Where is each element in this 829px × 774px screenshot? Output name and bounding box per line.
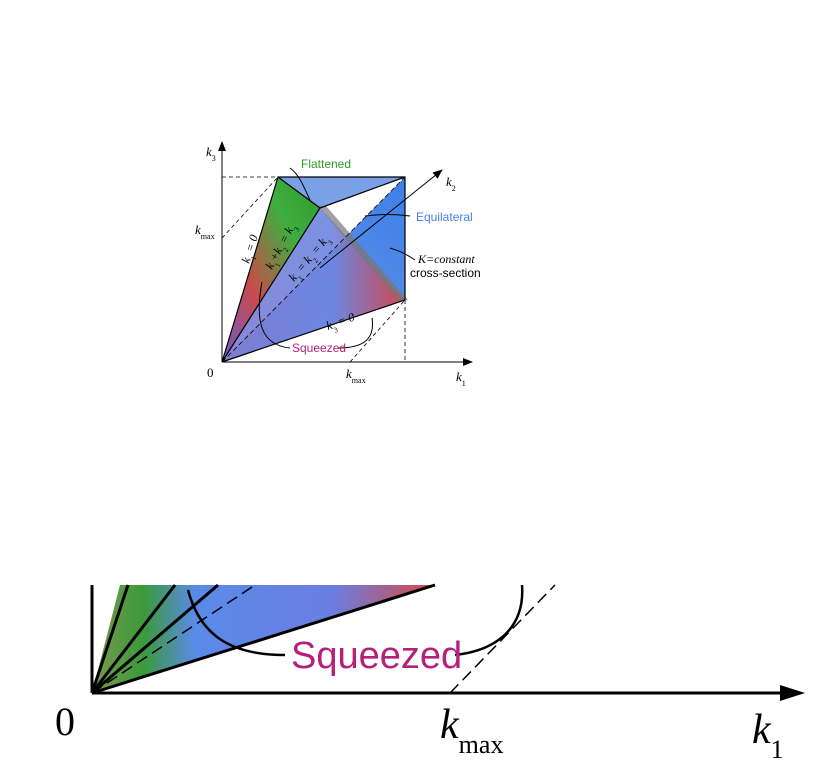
cross-section-label: cross-section [410, 266, 481, 280]
k1-label: k1 [456, 369, 466, 388]
face-flattened [222, 177, 320, 362]
pointer [364, 214, 411, 217]
subscript: 1 [272, 261, 282, 269]
top-diagram: k3 k2 k1 kmax kmax 0 Flattened Equilater… [195, 141, 481, 388]
subscript: 1 [462, 379, 466, 388]
subscript: max [201, 232, 215, 241]
kmax-label: kmax [440, 702, 503, 759]
edge [277, 176, 321, 209]
text: = 0 [333, 310, 357, 330]
subscript: 2 [452, 184, 456, 193]
edge [319, 176, 406, 209]
edge [221, 207, 321, 363]
kmax-label: kmax [195, 222, 215, 241]
pointer [389, 247, 416, 261]
text: k [440, 702, 460, 748]
subscript: 3 [291, 225, 301, 233]
k3-label: k3 [206, 144, 216, 163]
subscript: max [352, 376, 366, 385]
equilateral-label: Equilateral [416, 210, 473, 224]
subscript: 3 [325, 238, 334, 247]
squeezed-label: Squeezed [291, 635, 462, 677]
edge [90, 584, 177, 694]
text: k [324, 318, 334, 333]
pointer [258, 281, 291, 349]
subscript: 1 [248, 254, 258, 261]
origin-label: 0 [207, 365, 214, 380]
pointer [454, 584, 524, 657]
text: k [346, 366, 352, 381]
zoom-diagram: 0 kmax k1 Squeezed [55, 583, 805, 764]
origin-label: 0 [55, 699, 75, 744]
subscript: 2 [310, 256, 319, 265]
k-constant-label: K=constant [417, 252, 475, 266]
edge [91, 583, 436, 695]
guide [449, 584, 556, 694]
squeezed-label: Squeezed [292, 341, 346, 355]
face-label: k1 = 0 [239, 233, 265, 266]
text: k [262, 260, 277, 272]
arrowhead [780, 685, 805, 701]
subscript: 1 [771, 735, 784, 764]
text: k [239, 255, 254, 265]
diagonal [91, 584, 256, 694]
subscript: 3 [332, 324, 339, 334]
text: k [456, 369, 462, 384]
text: k [206, 144, 212, 159]
text: = 0 [241, 233, 261, 256]
k1-label: k1 [752, 707, 784, 764]
subscript: 2 [280, 245, 290, 253]
pointer [337, 317, 374, 349]
edge [91, 583, 219, 695]
text: k [446, 174, 452, 189]
kmax-label: kmax [346, 366, 366, 385]
edge [90, 584, 130, 694]
k2-label: k2 [446, 174, 456, 193]
pointer [186, 589, 286, 657]
diagonal [221, 176, 406, 363]
cross-section [318, 206, 408, 302]
pointer [289, 167, 311, 201]
face-label: k1+k2 = k3 [262, 221, 301, 273]
subscript: max [459, 730, 504, 759]
face-bottom [222, 208, 405, 362]
subscript: 3 [212, 154, 216, 163]
text: k [195, 222, 201, 237]
subscript: 1 [296, 273, 305, 282]
face-label: k3 = 0 [324, 310, 357, 336]
text: k [752, 707, 772, 753]
k2-axis [319, 169, 443, 269]
flattened-label: Flattened [301, 157, 351, 171]
